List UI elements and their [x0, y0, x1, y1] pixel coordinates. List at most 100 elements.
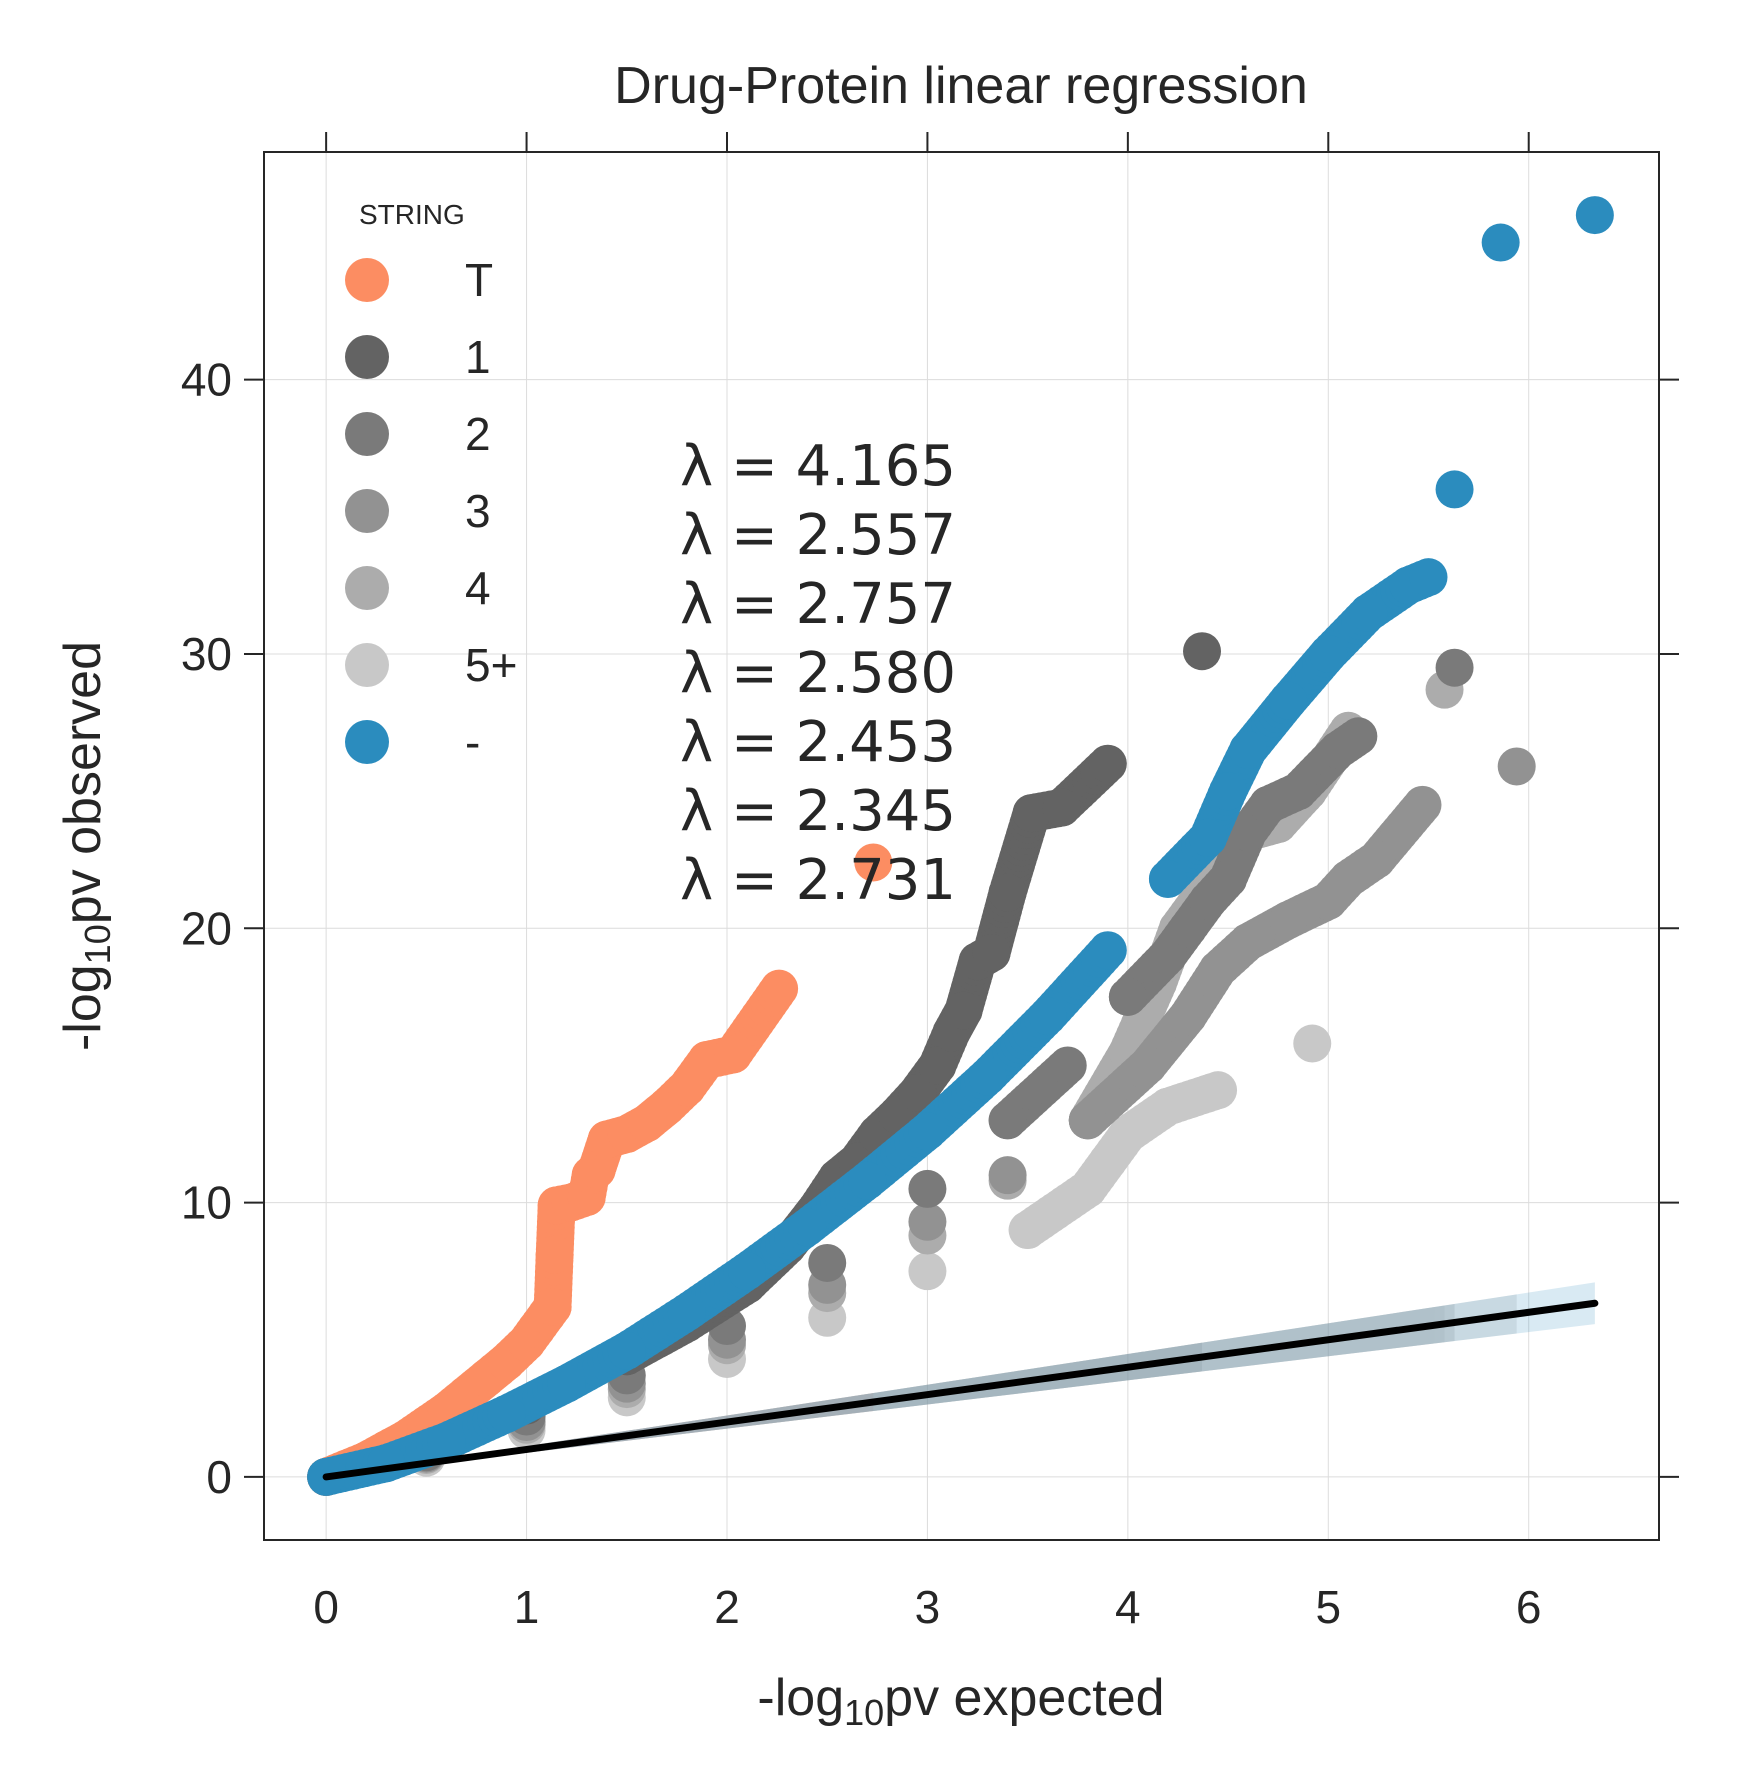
- series-5+: [307, 1024, 1332, 1496]
- qq-point: [577, 1150, 616, 1189]
- qq-point: [1435, 648, 1474, 687]
- qq-point: [1168, 997, 1207, 1036]
- legend-label: 4: [465, 562, 491, 614]
- qq-point: [367, 1444, 406, 1483]
- y-axis-label-suffix: pv observed: [54, 641, 112, 924]
- qq-point: [714, 1035, 753, 1074]
- y-tick-label: 10: [181, 1177, 232, 1229]
- confidence-band: [326, 1393, 874, 1477]
- y-tick-label: 40: [181, 354, 232, 406]
- series-T: [307, 843, 893, 1496]
- legend-marker: [345, 643, 389, 687]
- qq-point: [1409, 558, 1448, 597]
- lambda-annotation: λ = 4.165: [680, 434, 956, 499]
- qq-point: [988, 873, 1027, 912]
- qq-point: [1575, 196, 1614, 235]
- x-tick-label: 5: [1315, 1581, 1341, 1633]
- qq-point: [988, 1101, 1027, 1140]
- qq-point: [1108, 1115, 1147, 1154]
- qq-point: [1229, 730, 1268, 769]
- legend-label: 2: [465, 408, 491, 460]
- lambda-annotation: λ = 2.757: [680, 572, 956, 637]
- confidence-band: [326, 1342, 1203, 1477]
- reference-line-layer: [322, 1299, 1599, 1481]
- x-tick-label: 4: [1115, 1581, 1141, 1633]
- qq-point: [533, 1287, 572, 1326]
- qq-point: [1088, 1142, 1127, 1181]
- qq-point: [1435, 470, 1474, 509]
- qq-point: [1209, 772, 1248, 811]
- qq-point: [1168, 909, 1207, 948]
- series-2: [307, 648, 1474, 1496]
- legend: STRING T 1 2 3 4 5+ -: [345, 199, 517, 768]
- lambda-annotation: λ = 2.557: [680, 503, 956, 568]
- qq-point: [1068, 1101, 1107, 1140]
- qq-point: [667, 1068, 706, 1107]
- qq-point: [1199, 1071, 1238, 1110]
- qq-point: [972, 933, 1011, 972]
- qq-point: [607, 1331, 646, 1370]
- y-tick-label: 20: [181, 902, 232, 954]
- qq-point: [908, 1169, 947, 1208]
- x-axis-label-subscript: 10: [844, 1692, 884, 1733]
- lambda-annotation: λ = 2.453: [680, 710, 956, 775]
- qq-point: [1309, 634, 1348, 673]
- qq-point: [1012, 794, 1051, 833]
- qq-point: [898, 1073, 937, 1112]
- qq-point: [427, 1422, 466, 1461]
- confidence-bands: [326, 1282, 1595, 1477]
- x-axis-label: -log10pv expected: [757, 1669, 1164, 1733]
- qq-point: [908, 1252, 947, 1291]
- data-points: [307, 196, 1614, 1496]
- legend-marker: [345, 335, 389, 379]
- qq-point: [1481, 223, 1520, 262]
- legend-marker: [345, 566, 389, 610]
- confidence-band: [326, 1294, 1517, 1477]
- x-tick-label: 3: [915, 1581, 941, 1633]
- qq-point: [1028, 997, 1067, 1036]
- y-axis-label-prefix: -log: [54, 964, 112, 1051]
- qq-point: [1339, 717, 1378, 756]
- qq-point: [848, 1161, 887, 1200]
- legend-label: -: [465, 716, 480, 768]
- legend-label: 3: [465, 485, 491, 537]
- y-axis-label-group: -log10pv observed: [54, 641, 118, 1051]
- series-3: [307, 747, 1536, 1496]
- qq-point: [1128, 1046, 1167, 1085]
- qq-point: [918, 1046, 957, 1085]
- qq-point: [988, 1156, 1027, 1195]
- qq-point: [808, 1243, 847, 1282]
- legend-label: 1: [465, 331, 491, 383]
- x-tick-label: 0: [313, 1581, 339, 1633]
- qq-point: [1403, 785, 1442, 824]
- x-axis-label-prefix: -log: [757, 1669, 844, 1727]
- reference-line: [322, 1299, 1599, 1481]
- qq-point: [1229, 813, 1268, 852]
- qq-point: [1349, 593, 1388, 632]
- qq-point: [1269, 681, 1308, 720]
- qq-point: [1183, 632, 1222, 671]
- qq-point: [788, 1208, 827, 1247]
- lambda-annotation: λ = 2.731: [680, 848, 956, 913]
- qq-point: [1148, 859, 1187, 898]
- qq-point: [1008, 1211, 1047, 1250]
- legend-label: T: [465, 254, 493, 306]
- legend-marker: [345, 720, 389, 764]
- qq-point: [968, 1057, 1007, 1096]
- qq-point: [944, 991, 983, 1030]
- legend-label: 5+: [465, 639, 517, 691]
- legend-title: STRING: [359, 199, 465, 230]
- grid: [264, 152, 1659, 1540]
- qq-point: [1279, 772, 1318, 811]
- qq-point: [1229, 923, 1268, 962]
- qq-point: [1249, 785, 1288, 824]
- qq-point: [760, 969, 799, 1008]
- legend-marker: [345, 258, 389, 302]
- qq-point: [667, 1293, 706, 1332]
- qq-point: [1108, 977, 1147, 1016]
- y-axis-label: -log10pv observed: [54, 641, 118, 1051]
- qq-point: [1209, 859, 1248, 898]
- lambda-annotation: λ = 2.345: [680, 779, 956, 844]
- qq-point: [1048, 1046, 1087, 1085]
